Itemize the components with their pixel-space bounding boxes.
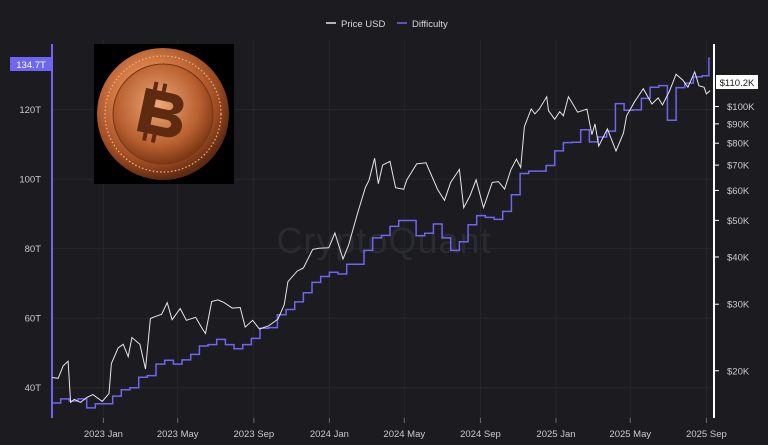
right-tick-label: $70K — [727, 161, 750, 172]
x-tick-label: 2023 Sep — [233, 429, 274, 440]
right-tick-label: $100K — [727, 102, 755, 113]
right-tick-label: $50K — [727, 216, 750, 227]
left-tick-label: 80T — [25, 244, 42, 255]
x-tick-label: 2025 Jan — [536, 429, 575, 440]
watermark: CryptoQuant — [276, 220, 491, 261]
right-tick-label: $60K — [727, 186, 750, 197]
right-tick-label: $40K — [727, 252, 750, 263]
x-tick-label: 2025 Sep — [686, 429, 727, 440]
left-tick-label: 60T — [25, 314, 42, 325]
left-current-label: 134.7T — [16, 60, 46, 71]
right-tick-label: $80K — [727, 139, 750, 150]
x-axis-ticks: 2023 Jan 2023 May 2023 Sep 2024 Jan 2024 May… — [84, 418, 727, 440]
x-tick-label: 2023 May — [157, 429, 199, 440]
right-tick-label: $30K — [727, 300, 750, 311]
right-current-label: $110.2K — [720, 78, 755, 89]
x-tick-label: 2024 Sep — [460, 429, 501, 440]
x-tick-label: 2025 May — [609, 429, 651, 440]
legend[interactable]: Price USD Difficulty — [326, 19, 448, 30]
price-series-line — [52, 70, 711, 404]
right-current-badge: $110.2K — [716, 75, 758, 89]
x-tick-label: 2024 May — [383, 429, 425, 440]
left-tick-label: 120T — [19, 105, 41, 116]
bitcoin-image — [94, 44, 234, 184]
x-tick-label: 2024 Jan — [310, 429, 349, 440]
left-current-badge: 134.7T — [10, 57, 52, 71]
left-axis-ticks: 40T 60T 80T 100T 120T — [19, 105, 41, 394]
legend-difficulty-label[interactable]: Difficulty — [412, 19, 448, 30]
right-axis-ticks: $20K $30K $40K $50K $60K $70K $80K $90K $100K — [714, 102, 755, 377]
left-tick-label: 100T — [19, 175, 41, 186]
legend-price-label[interactable]: Price USD — [341, 19, 385, 30]
left-tick-label: 40T — [25, 383, 42, 394]
x-tick-label: 2023 Jan — [84, 429, 123, 440]
right-tick-label: $90K — [727, 119, 750, 130]
right-tick-label: $20K — [727, 366, 750, 377]
